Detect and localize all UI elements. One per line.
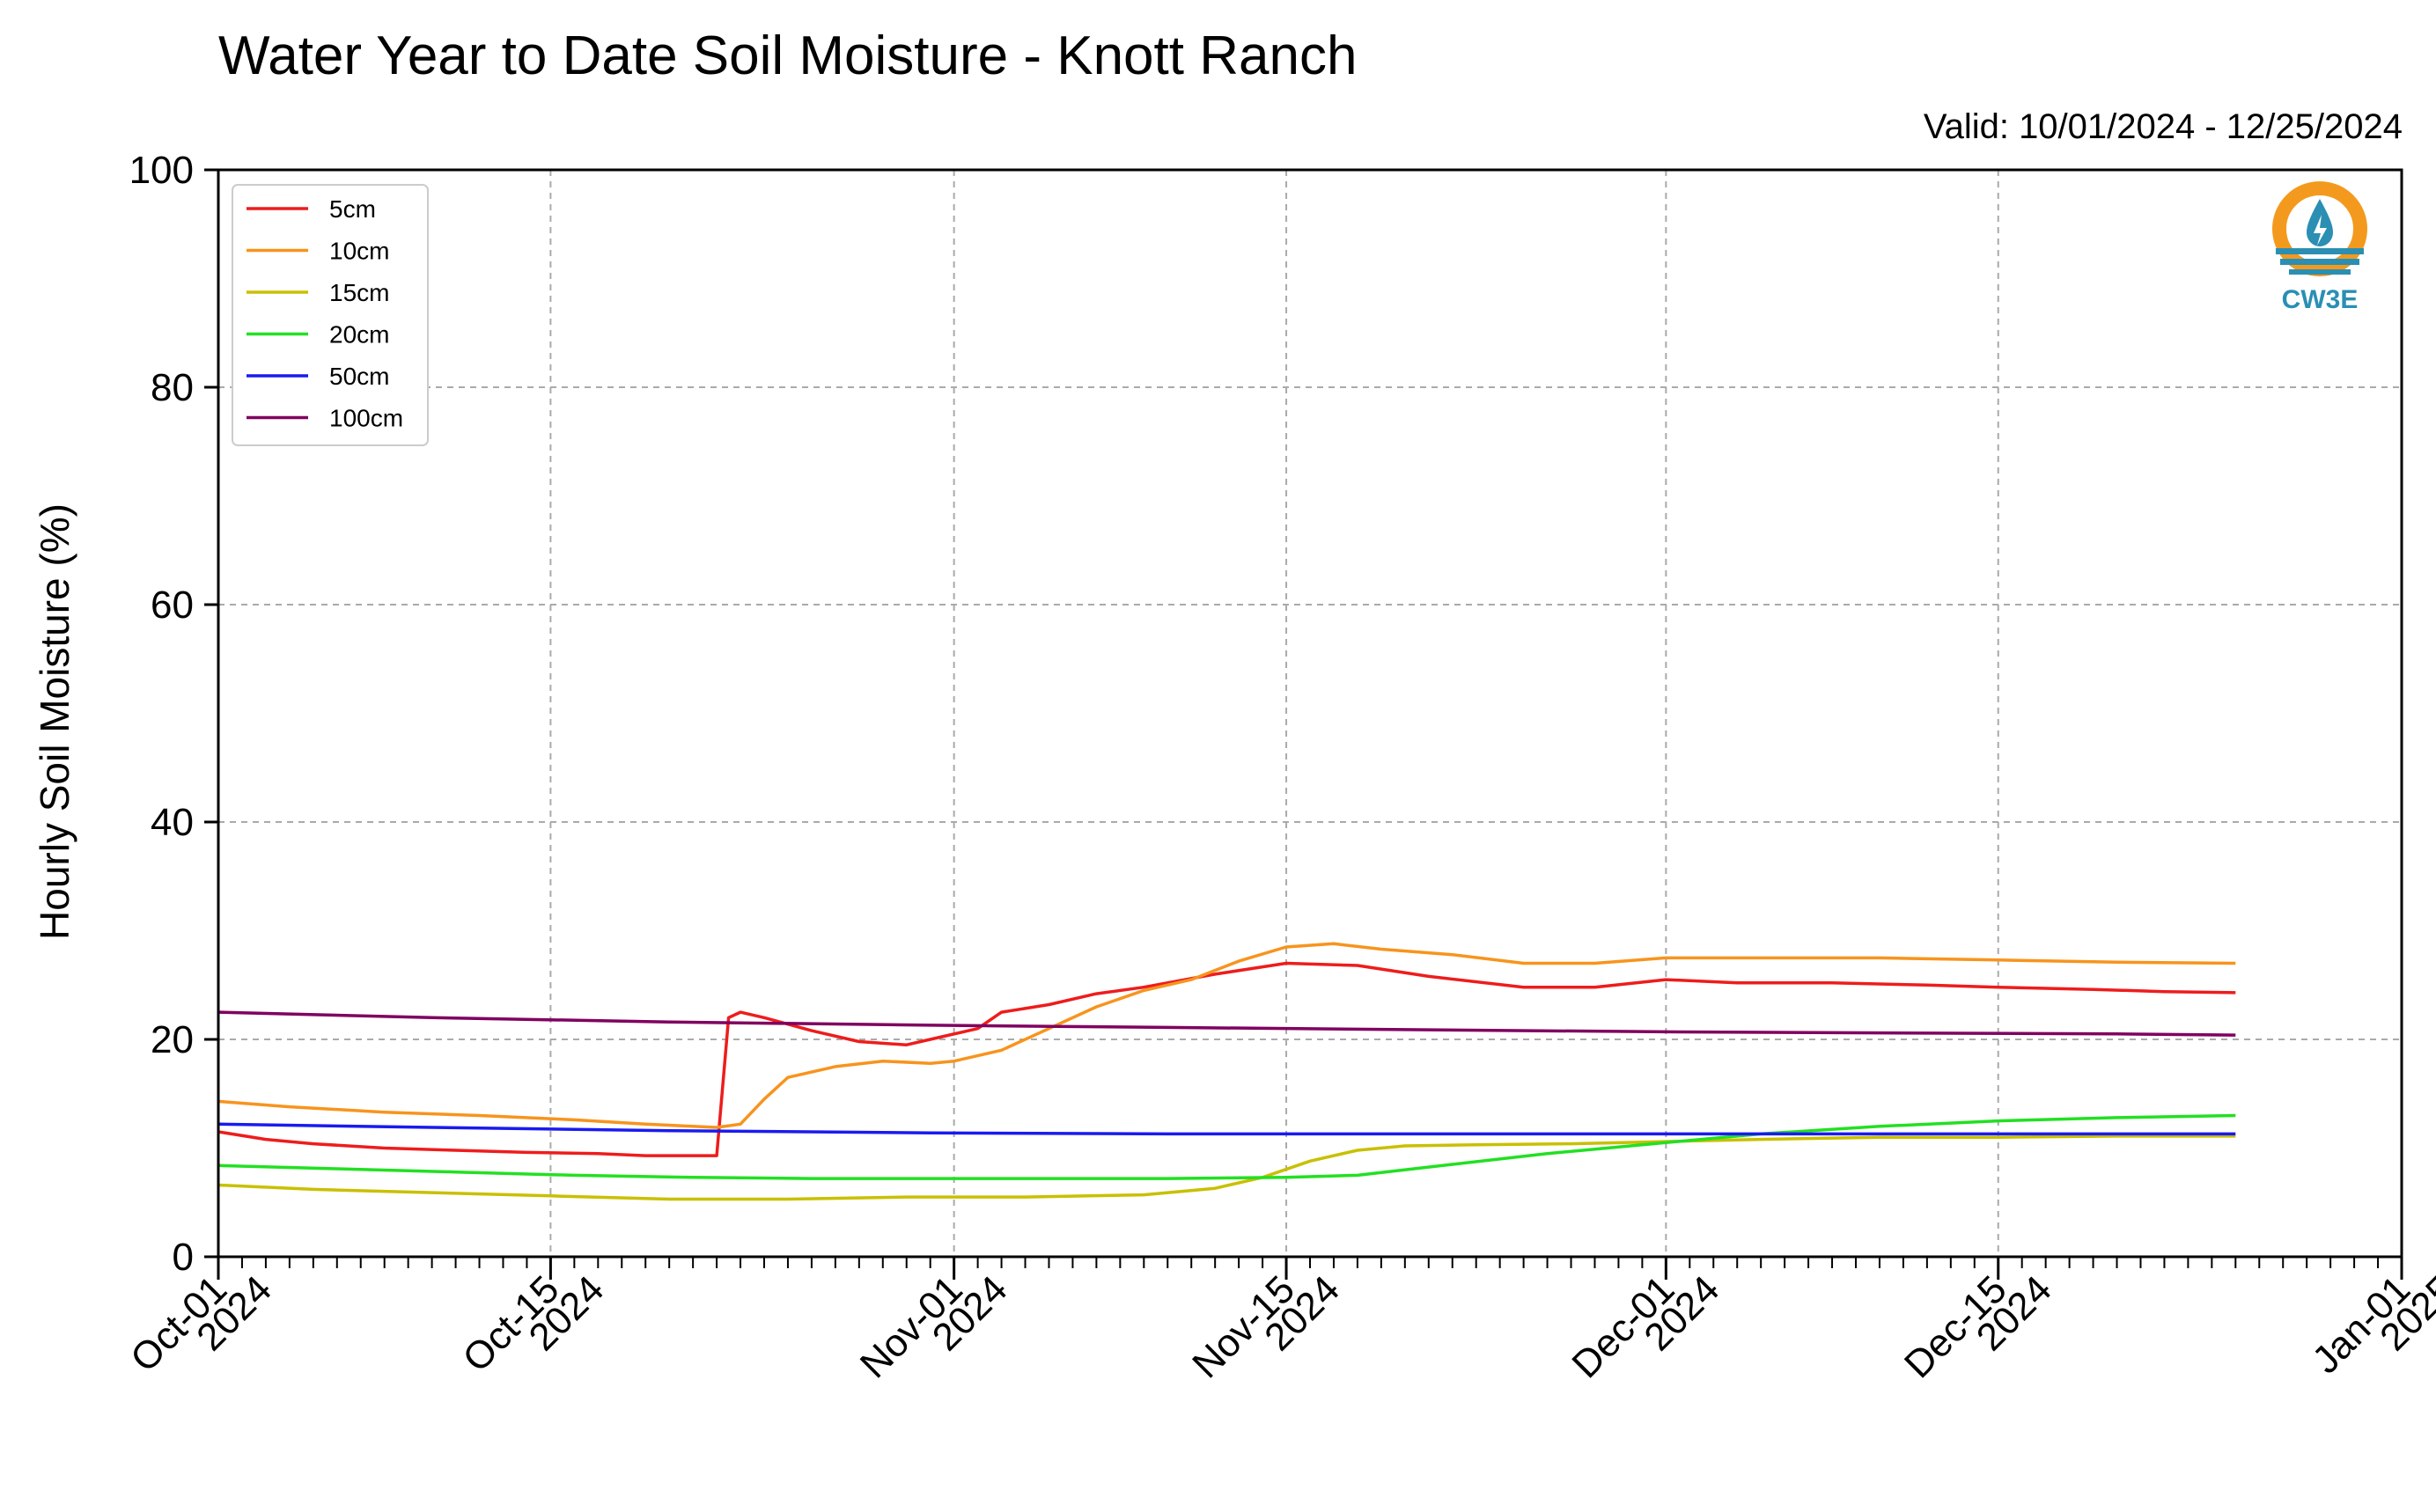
series-line-15cm: [217, 1134, 2236, 1201]
legend-label-50cm: 50cm: [329, 363, 389, 390]
logo-wave-2: [2280, 259, 2359, 265]
axis-ticks: [204, 168, 2403, 1280]
y-tick-label-0: 0: [173, 1236, 194, 1279]
logo-wave-3: [2289, 269, 2351, 275]
lightning-icon: [2314, 215, 2327, 246]
y-tick-label-5: 100: [129, 149, 194, 192]
y-tick-labels: 0 20 40 60 80 100: [129, 149, 194, 1279]
legend-label-20cm: 20cm: [329, 321, 389, 349]
legend-label-10cm: 10cm: [329, 238, 389, 265]
series-lines: [217, 942, 2236, 1201]
series-line-5cm: [217, 961, 2236, 1157]
grid-lines: [218, 170, 2402, 1257]
series-line-10cm: [217, 942, 2236, 1129]
logo-wave-1: [2276, 248, 2364, 254]
y-tick-label-2: 40: [151, 801, 194, 844]
plot-frame: [217, 168, 2403, 1259]
legend-label-15cm: 15cm: [329, 279, 389, 306]
y-tick-label-1: 20: [151, 1018, 194, 1061]
series-line-50cm: [217, 1122, 2236, 1136]
chart-title: Water Year to Date Soil Moisture - Knott…: [218, 26, 1358, 86]
series-line-100cm: [217, 1010, 2236, 1037]
legend: 5cm 10cm 15cm 20cm 50cm 100cm: [232, 184, 429, 446]
y-tick-label-3: 60: [151, 584, 194, 627]
cw3e-logo: CW3E: [2272, 181, 2367, 314]
legend-label-100cm: 100cm: [329, 405, 403, 432]
logo-text: CW3E: [2282, 285, 2359, 314]
y-tick-label-4: 80: [151, 366, 194, 409]
legend-label-5cm: 5cm: [329, 195, 376, 223]
y-axis-label: Hourly Soil Moisture (%): [32, 503, 77, 940]
chart-subtitle: Valid: 10/01/2024 - 12/25/2024: [1923, 107, 2403, 146]
series-line-20cm: [217, 1113, 2236, 1180]
